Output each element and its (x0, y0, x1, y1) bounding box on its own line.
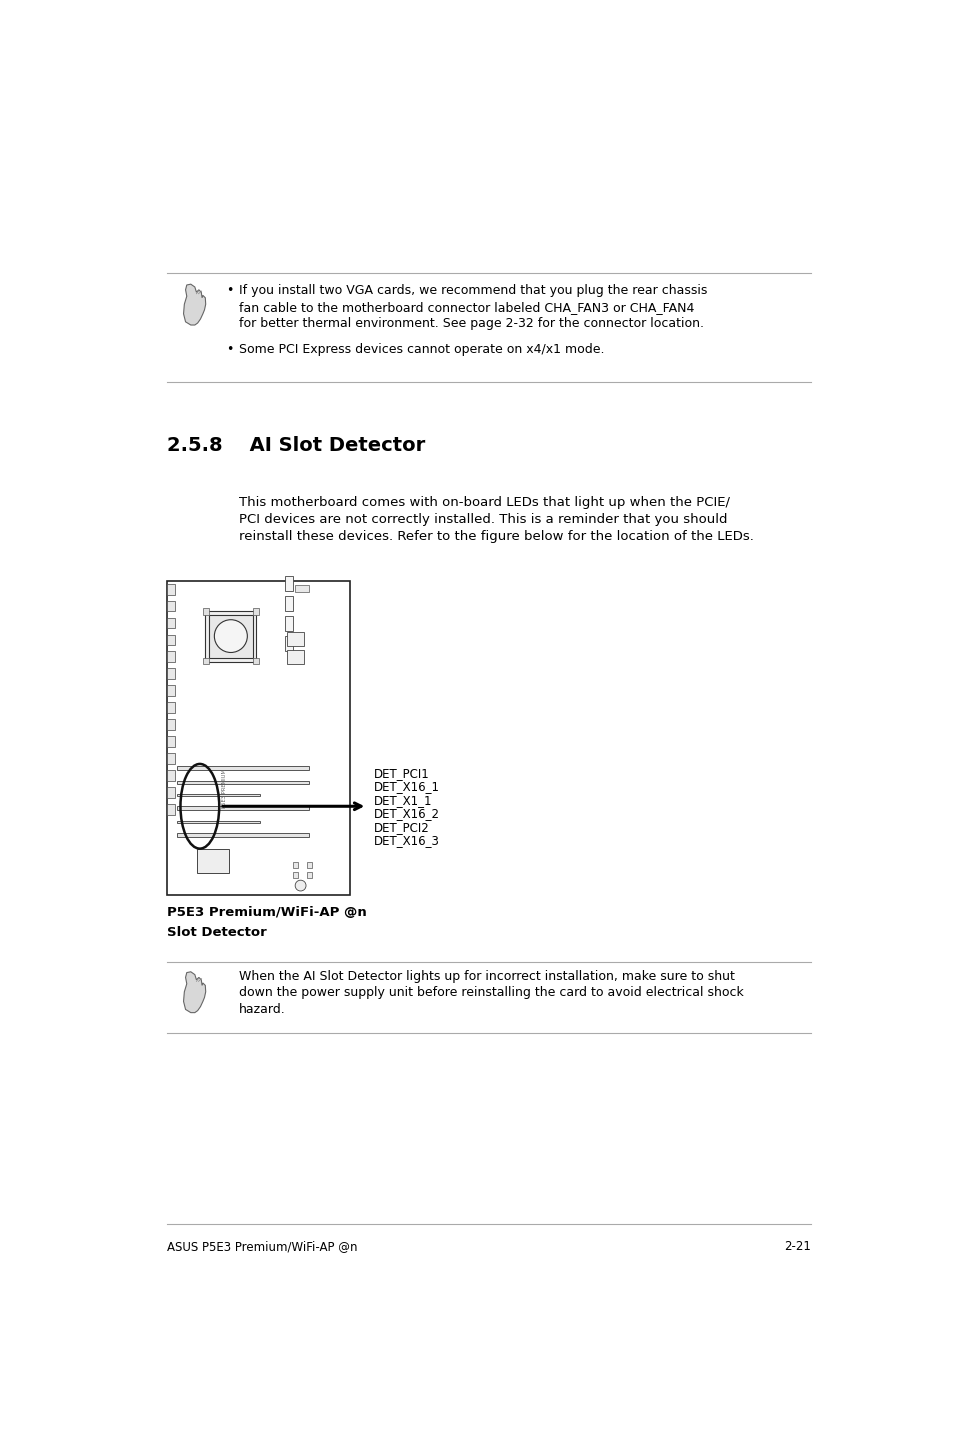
Bar (253, 657, 258, 664)
Bar (176, 794, 260, 797)
Bar (287, 633, 304, 646)
Bar (285, 597, 293, 611)
Text: P5E3 Premium/WiFi-AP @n: P5E3 Premium/WiFi-AP @n (167, 906, 367, 919)
Bar (167, 787, 174, 798)
Bar (167, 669, 174, 679)
Bar (209, 614, 253, 657)
Bar (176, 781, 308, 784)
Text: down the power supply unit before reinstalling the card to avoid electrical shoc: down the power supply unit before reinst… (239, 986, 743, 999)
Bar (167, 651, 174, 663)
Bar (285, 577, 293, 591)
Text: P5E3 PREMIUM: P5E3 PREMIUM (221, 769, 226, 808)
Bar (167, 771, 174, 781)
Text: for better thermal environment. See page 2-32 for the connector location.: for better thermal environment. See page… (239, 318, 703, 331)
Text: ASUS P5E3 Premium/WiFi-AP @n: ASUS P5E3 Premium/WiFi-AP @n (167, 1240, 357, 1252)
Text: 2.5.8    AI Slot Detector: 2.5.8 AI Slot Detector (167, 436, 425, 454)
Polygon shape (183, 285, 206, 325)
Bar (176, 821, 260, 823)
Bar (167, 754, 174, 764)
Bar (167, 617, 174, 628)
Bar (167, 634, 174, 646)
Circle shape (294, 880, 306, 892)
Polygon shape (183, 972, 206, 1012)
Text: DET_PCI2: DET_PCI2 (373, 821, 429, 834)
Bar (307, 873, 312, 877)
Bar (253, 608, 258, 614)
Circle shape (214, 620, 247, 653)
Bar (167, 581, 350, 894)
Text: If you install two VGA cards, we recommend that you plug the rear chassis: If you install two VGA cards, we recomme… (239, 285, 707, 298)
Bar (293, 873, 298, 877)
Text: hazard.: hazard. (239, 1002, 286, 1015)
Bar (176, 805, 308, 810)
Bar (167, 686, 174, 696)
Text: reinstall these devices. Refer to the figure below for the location of the LEDs.: reinstall these devices. Refer to the fi… (239, 531, 754, 544)
Bar (167, 702, 174, 713)
Text: DET_X16_1: DET_X16_1 (373, 781, 439, 794)
Text: fan cable to the motherboard connector labeled CHA_FAN3 or CHA_FAN4: fan cable to the motherboard connector l… (239, 301, 694, 313)
Bar (205, 611, 256, 661)
Bar (294, 584, 309, 592)
Bar (196, 848, 229, 873)
Text: PCI devices are not correctly installed. This is a reminder that you should: PCI devices are not correctly installed.… (239, 513, 727, 526)
Text: DET_PCI1: DET_PCI1 (373, 766, 429, 779)
Bar (285, 615, 293, 631)
Bar (287, 650, 304, 664)
Text: This motherboard comes with on-board LEDs that light up when the PCIE/: This motherboard comes with on-board LED… (239, 496, 730, 509)
Bar (293, 863, 298, 869)
Bar (203, 657, 209, 664)
Text: When the AI Slot Detector lights up for incorrect installation, make sure to shu: When the AI Slot Detector lights up for … (239, 969, 735, 982)
Bar (167, 719, 174, 731)
Bar (285, 636, 293, 651)
Text: 2-21: 2-21 (782, 1240, 810, 1252)
Bar (203, 608, 209, 614)
Text: •: • (226, 344, 233, 357)
Bar (176, 833, 308, 837)
Bar (176, 766, 308, 771)
Text: DET_X16_3: DET_X16_3 (373, 834, 439, 847)
Bar (167, 804, 174, 815)
Bar (167, 584, 174, 594)
Text: •: • (226, 285, 233, 298)
Text: DET_X1_1: DET_X1_1 (373, 794, 432, 807)
Text: Slot Detector: Slot Detector (167, 926, 267, 939)
Text: Some PCI Express devices cannot operate on x4/x1 mode.: Some PCI Express devices cannot operate … (239, 344, 604, 357)
Bar (167, 736, 174, 746)
Text: DET_X16_2: DET_X16_2 (373, 807, 439, 820)
Bar (167, 601, 174, 611)
Bar (307, 863, 312, 869)
